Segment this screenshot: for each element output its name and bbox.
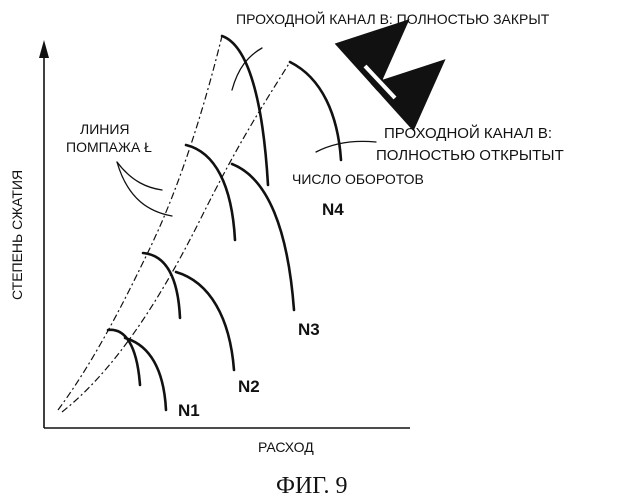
surge-line-open bbox=[61, 61, 291, 413]
label-surge-1: ЛИНИЯ bbox=[80, 121, 130, 137]
speed-curve-n1-closed bbox=[106, 328, 142, 387]
label-n2: N2 bbox=[238, 377, 260, 396]
label-channel-open-1: ПРОХОДНОЙ КАНАЛ В: bbox=[384, 124, 552, 142]
double-arrow-inner bbox=[363, 64, 397, 100]
x-axis-label: РАСХОД bbox=[258, 439, 314, 455]
leader-open bbox=[315, 140, 377, 153]
speed-curve-n3-closed bbox=[184, 143, 237, 242]
label-n1: N1 bbox=[178, 401, 200, 420]
speed-curve-n4-closed bbox=[220, 34, 270, 187]
y-axis-arrow bbox=[39, 40, 49, 58]
surge-line-closed bbox=[57, 35, 223, 411]
label-surge-2: ПОМПАЖА Ł bbox=[66, 139, 152, 155]
figure-caption: ФИГ. 9 bbox=[276, 473, 347, 499]
leader-closed bbox=[231, 47, 263, 91]
speed-curve-n2-closed bbox=[141, 251, 182, 320]
label-n3: N3 bbox=[298, 320, 320, 339]
label-channel-open-2: ПОЛНОСТЬЮ ОТКРЫТЫТ bbox=[376, 147, 564, 164]
speed-curve-n2-open bbox=[174, 270, 236, 372]
label-n4: N4 bbox=[322, 200, 344, 219]
y-axis-label: СТЕПЕНЬ СЖАТИЯ bbox=[9, 170, 25, 300]
speed-curve-n4-open bbox=[288, 60, 343, 162]
label-channel-closed: ПРОХОДНОЙ КАНАЛ В: ПОЛНОСТЬЮ ЗАКРЫТ bbox=[236, 10, 550, 27]
leader-surge-1 bbox=[116, 161, 163, 191]
leader-surge-2 bbox=[116, 161, 173, 217]
label-speed: ЧИСЛО ОБОРОТОВ bbox=[292, 171, 424, 187]
speed-curve-n1-open bbox=[123, 336, 168, 412]
speed-curve-n3-open bbox=[230, 162, 296, 312]
